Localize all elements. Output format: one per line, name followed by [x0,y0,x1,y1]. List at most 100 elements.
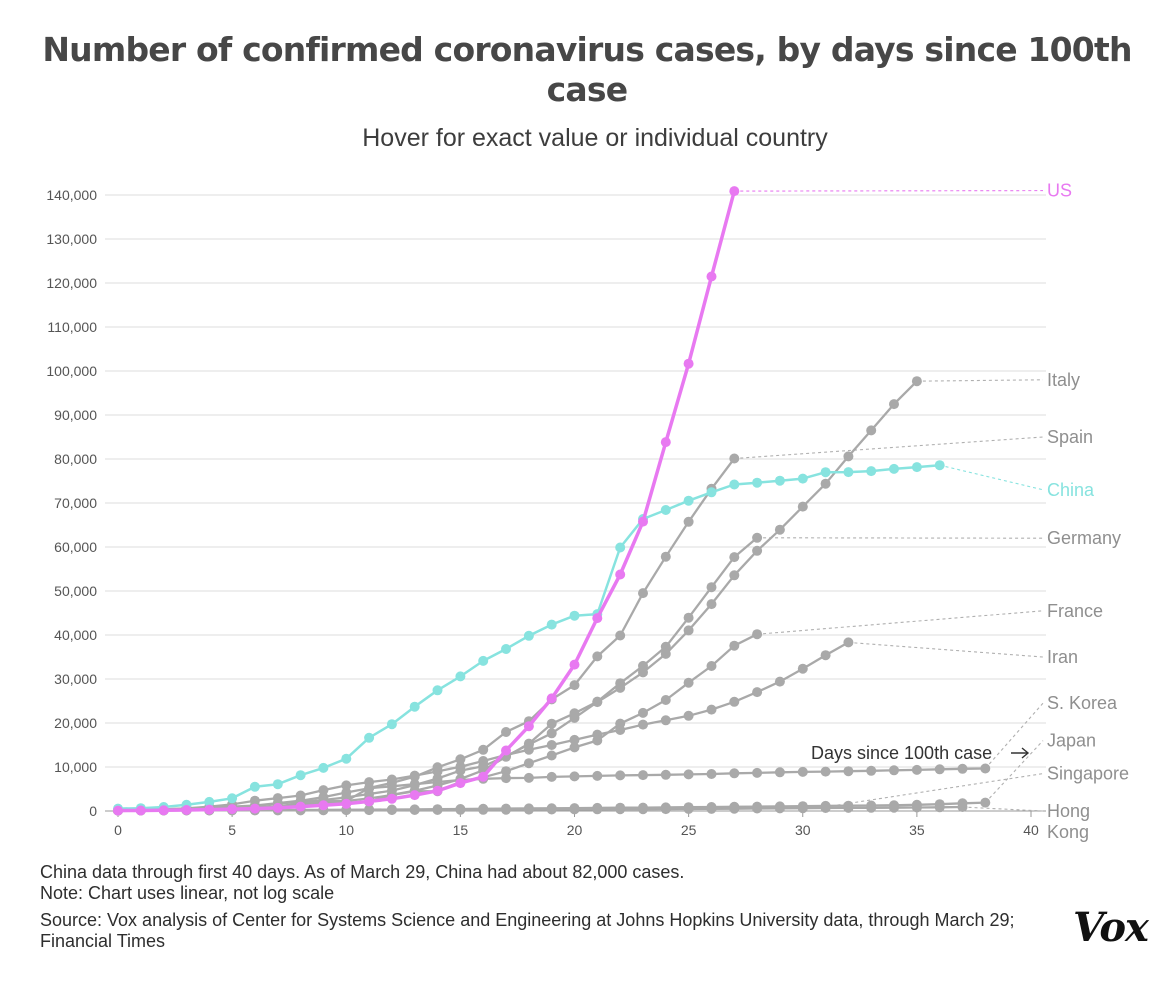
data-point-spain[interactable] [660,551,671,562]
data-point-s-korea[interactable] [911,764,922,775]
data-point-us[interactable] [364,796,375,807]
series-line-us[interactable] [117,190,736,813]
data-point-s-korea[interactable] [592,770,603,781]
data-point-italy[interactable] [432,773,443,784]
data-point-china[interactable] [843,467,854,478]
data-point-japan[interactable] [934,799,945,810]
data-point-italy[interactable] [409,780,420,791]
data-point-singapore[interactable] [615,803,626,814]
data-point-italy[interactable] [797,501,808,512]
data-point-germany[interactable] [683,612,694,623]
data-point-us[interactable] [501,745,511,756]
data-point-s-korea[interactable] [774,767,785,778]
data-point-s-korea[interactable] [980,763,991,774]
data-point-spain[interactable] [592,651,603,662]
data-point-singapore[interactable] [478,804,489,815]
line-chart[interactable]: 0 10,000 20,000 30,000 40,000 50,000 60,000 70,… [0,160,1174,860]
data-point-china[interactable] [660,505,671,515]
data-point-china[interactable] [227,793,238,804]
data-point-us[interactable] [272,802,283,813]
data-point-china[interactable] [934,460,945,471]
data-point-japan[interactable] [911,799,922,810]
data-point-italy[interactable] [866,425,877,436]
data-point-us[interactable] [113,805,123,816]
data-point-italy[interactable] [386,785,397,796]
data-point-singapore[interactable] [501,804,511,815]
data-point-italy[interactable] [706,599,717,610]
data-point-us[interactable] [432,785,443,796]
data-point-iran[interactable] [638,719,648,730]
data-point-us[interactable] [615,569,626,580]
data-point-japan[interactable] [889,800,899,811]
data-point-us[interactable] [204,804,215,815]
data-point-us[interactable] [386,793,397,804]
data-point-iran[interactable] [341,780,352,791]
data-point-singapore[interactable] [546,804,557,814]
data-point-us[interactable] [478,771,489,782]
data-point-s-korea[interactable] [797,766,808,777]
data-point-iran[interactable] [569,734,580,745]
data-point-spain[interactable] [455,754,466,765]
data-point-iran[interactable] [546,740,557,750]
data-point-italy[interactable] [911,376,922,387]
series-lines[interactable] [113,186,991,816]
data-point-singapore[interactable] [820,801,831,812]
data-point-s-korea[interactable] [501,773,511,784]
data-point-china[interactable] [341,753,352,764]
data-point-s-korea[interactable] [546,771,557,782]
data-point-china[interactable] [615,542,626,553]
data-point-germany[interactable] [752,532,763,543]
data-point-france[interactable] [752,629,763,640]
data-point-china[interactable] [295,770,306,781]
data-point-s-korea[interactable] [638,770,648,781]
data-point-singapore[interactable] [660,803,671,814]
data-point-spain[interactable] [386,777,397,788]
data-point-us[interactable] [569,659,580,670]
data-point-iran[interactable] [843,637,854,648]
data-point-italy[interactable] [889,399,899,410]
data-point-singapore[interactable] [752,802,763,813]
data-point-s-korea[interactable] [729,768,740,779]
data-point-italy[interactable] [569,712,580,723]
data-point-italy[interactable] [455,765,466,776]
data-point-us[interactable] [249,803,260,814]
data-point-germany[interactable] [729,552,740,563]
data-point-japan[interactable] [866,800,877,811]
data-point-us[interactable] [135,805,146,816]
data-point-china[interactable] [523,630,534,641]
data-point-s-korea[interactable] [683,769,694,780]
data-point-china[interactable] [249,781,260,792]
data-point-iran[interactable] [729,696,740,707]
data-point-china[interactable] [386,719,397,730]
data-point-s-korea[interactable] [569,771,580,782]
data-point-spain[interactable] [409,771,420,782]
data-point-france[interactable] [592,735,603,746]
data-point-us[interactable] [455,778,466,789]
data-point-china[interactable] [546,619,557,630]
data-point-s-korea[interactable] [889,765,899,776]
data-point-us[interactable] [295,801,306,812]
data-point-spain[interactable] [729,453,740,464]
data-point-us[interactable] [523,721,534,732]
data-point-china[interactable] [683,495,694,506]
data-point-germany[interactable] [706,582,717,593]
data-point-france[interactable] [729,640,740,651]
data-point-italy[interactable] [820,478,831,489]
data-point-china[interactable] [820,467,831,478]
data-point-us[interactable] [409,790,420,801]
data-point-spain[interactable] [638,588,648,599]
series-us[interactable] [113,186,740,816]
data-point-france[interactable] [546,750,557,761]
data-point-china[interactable] [455,671,466,682]
data-point-iran[interactable] [752,687,763,698]
data-point-china[interactable] [752,477,763,488]
data-point-italy[interactable] [615,682,626,693]
data-point-china[interactable] [478,655,489,666]
data-point-us[interactable] [706,271,717,282]
data-point-italy[interactable] [660,648,671,659]
data-point-spain[interactable] [478,744,489,755]
data-point-s-korea[interactable] [615,770,626,781]
series-line-iran[interactable] [117,641,849,812]
data-point-italy[interactable] [683,625,694,636]
data-point-japan[interactable] [980,797,991,808]
